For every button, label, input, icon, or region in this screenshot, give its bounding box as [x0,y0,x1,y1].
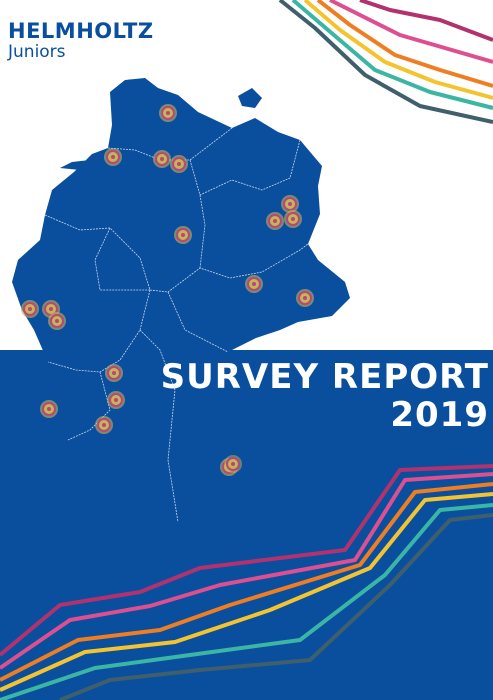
bottom-line-slate [59,513,493,700]
title-line-1: SURVEY REPORT [160,357,489,397]
bottom-line-pink [0,472,493,670]
logo-brand: HELMHOLTZ [8,19,154,43]
logo-sub: Juniors [8,42,66,62]
bottom-line-yellow [0,492,493,692]
state-borders [44,127,309,523]
marker [174,226,192,244]
top-lines [278,0,493,124]
marker [284,210,302,228]
bottom-line-magenta [0,464,493,657]
bottom-line-teal [0,503,493,700]
marker [159,104,177,122]
top-line-orange [316,0,493,88]
marker [95,416,113,434]
germany-map-icon [12,78,350,523]
germany-silhouette [12,78,350,522]
marker [224,455,242,473]
top-line-teal [291,0,493,110]
marker [153,150,171,168]
marker [105,364,123,382]
title-line-2: 2019 [390,395,489,435]
marker [48,312,66,330]
marker [281,195,299,213]
ruegen-island [238,88,262,108]
top-line-yellow [303,0,493,100]
location-markers [21,104,314,476]
marker [296,289,314,307]
helmholtz-juniors-logo: HELMHOLTZ Juniors [8,20,154,62]
bottom-line-orange [0,482,493,682]
top-line-slate [278,0,493,124]
frisian-islands [60,160,96,170]
marker [40,400,58,418]
marker [170,155,188,173]
marker [107,391,125,409]
marker [245,275,263,293]
marker [266,212,284,230]
marker [21,300,39,318]
top-line-magenta [359,0,493,42]
report-title: SURVEY REPORT 2019 [161,358,489,434]
marker [104,148,122,166]
bottom-lines [0,464,493,700]
top-line-pink [329,0,493,64]
